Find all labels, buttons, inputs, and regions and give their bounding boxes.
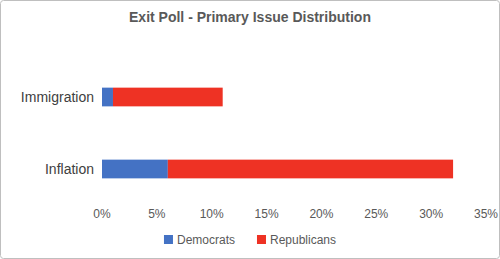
chart: Exit Poll - Primary Issue Distribution 0%… (0, 0, 500, 259)
legend-label: Democrats (177, 233, 235, 247)
chart-container: Exit Poll - Primary Issue Distribution 0%… (0, 0, 500, 259)
bar (102, 88, 113, 107)
bars (102, 88, 453, 179)
x-tick-label: 10% (200, 207, 224, 221)
title: Exit Poll - Primary Issue Distribution (129, 9, 371, 25)
bar (102, 160, 168, 179)
bar (168, 160, 453, 179)
legend-item: Democrats (164, 233, 235, 247)
bar (113, 88, 223, 107)
x-tick-label: 25% (364, 207, 388, 221)
legend-swatch (164, 235, 173, 244)
category-label: Inflation (45, 161, 94, 177)
legend-swatch (257, 235, 266, 244)
x-tick-label: 30% (419, 207, 443, 221)
chart-frame (1, 1, 500, 259)
x-tick-label: 0% (93, 207, 111, 221)
legend-item: Republicans (257, 233, 336, 247)
x-tick-label: 20% (309, 207, 333, 221)
x-tick-label: 35% (474, 207, 498, 221)
x-tick-label: 5% (148, 207, 166, 221)
legend: Democrats Republicans (164, 233, 336, 247)
x-tick-label: 15% (255, 207, 279, 221)
legend-label: Republicans (270, 233, 336, 247)
category-label: Immigration (21, 89, 94, 105)
